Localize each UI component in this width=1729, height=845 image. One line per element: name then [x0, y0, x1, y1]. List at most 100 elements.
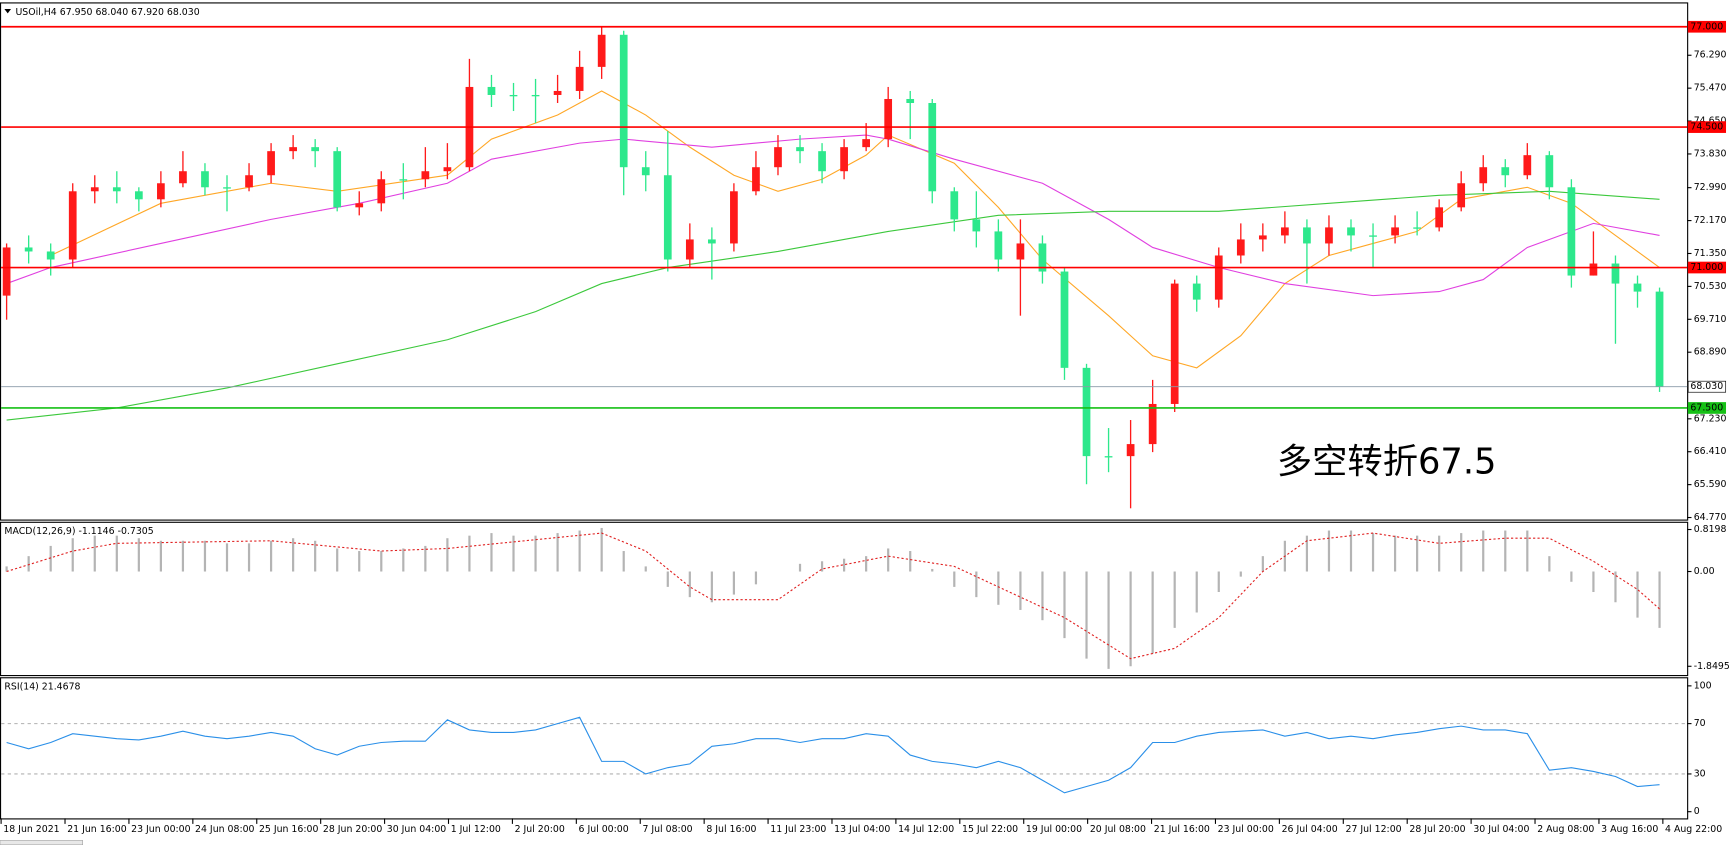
candle-body: [1523, 155, 1532, 176]
candle-body: [311, 147, 320, 152]
y-tick-label: 70: [1694, 718, 1706, 729]
x-tick-label: 28 Jul 20:00: [1409, 824, 1465, 835]
candle-body: [553, 90, 562, 95]
x-tick-label: 23 Jun 00:00: [131, 824, 191, 835]
candle-body: [1545, 155, 1554, 188]
x-tick-label: 1 Jul 12:00: [451, 824, 501, 835]
x-tick-label: 26 Jul 04:00: [1282, 824, 1338, 835]
y-tick-label: 67.230: [1694, 413, 1727, 424]
candle-body: [994, 231, 1003, 260]
y-tick-label: -1.8495: [1694, 661, 1729, 672]
main-panel-frame: [0, 2, 1689, 521]
x-tick-label: 24 Jun 08:00: [195, 824, 255, 835]
candle-body: [1435, 207, 1444, 228]
candle-body: [201, 171, 209, 188]
candle-body: [950, 191, 959, 220]
candle-body: [1060, 271, 1069, 368]
x-tick-label: 25 Jun 16:00: [259, 824, 319, 835]
candle-body: [289, 147, 297, 152]
x-tick-label: 27 Jul 12:00: [1345, 824, 1401, 835]
y-tick-label: 70.530: [1694, 281, 1727, 292]
rsi-line: [6, 716, 1660, 794]
candle-body: [1038, 243, 1047, 272]
level-box: [1687, 261, 1727, 274]
candle-body: [157, 183, 165, 200]
candle-body: [752, 167, 760, 192]
y-tick-label: 0: [1694, 806, 1700, 817]
level-box: [1687, 402, 1727, 414]
level-box: [1687, 380, 1727, 393]
candle-body: [1170, 283, 1179, 404]
signal-line: [6, 532, 1660, 660]
y-tick-label: 65.590: [1694, 479, 1727, 490]
x-tick-label: 8 Jul 16:00: [706, 824, 756, 835]
candle-body: [1104, 456, 1113, 458]
y-tick-label: 76.290: [1694, 50, 1727, 61]
candle-body: [223, 187, 231, 189]
x-tick-label: 14 Jul 12:00: [898, 824, 954, 835]
candle-body: [730, 191, 738, 244]
candle-body: [90, 187, 99, 192]
candle-body: [884, 98, 893, 140]
level-box: [1687, 20, 1727, 33]
candle-body: [509, 94, 518, 97]
candle-body: [355, 203, 364, 208]
x-tick-label: 30 Jun 04:00: [387, 824, 447, 835]
candle-body: [1281, 227, 1289, 236]
candle-body: [333, 151, 342, 208]
candle-body: [1413, 227, 1421, 229]
candle-body: [2, 247, 11, 296]
y-tick-label: 69.710: [1694, 314, 1727, 325]
candle-body: [1589, 263, 1598, 276]
macd-title: MACD(12,26,9) -1.1146 -0.7305: [4, 526, 153, 537]
candle-body: [1347, 227, 1355, 236]
candle-body: [487, 86, 496, 95]
candle-body: [1016, 243, 1025, 260]
candle-body: [1236, 239, 1245, 256]
candle-body: [1303, 227, 1311, 244]
x-tick-label: 13 Jul 04:00: [834, 824, 890, 835]
candle-body: [134, 191, 143, 200]
candle-body: [862, 139, 870, 148]
candle-body: [928, 103, 937, 192]
candle-body: [597, 34, 606, 67]
level-label: 67.500: [1690, 402, 1723, 413]
candle-body: [906, 98, 915, 104]
y-tick-label: 74.650: [1694, 116, 1727, 127]
candle-body: [267, 151, 275, 176]
candle-body: [1126, 444, 1135, 457]
menu-triangle[interactable]: [4, 8, 12, 14]
candle-body: [1633, 283, 1642, 292]
y-tick-label: 64.770: [1694, 512, 1727, 523]
candle-body: [377, 179, 386, 204]
candle-body: [46, 251, 55, 260]
y-tick-label: 0.00: [1694, 566, 1715, 577]
candle-body: [818, 151, 826, 172]
candle-body: [112, 187, 121, 192]
y-tick-label: 73.830: [1694, 148, 1727, 159]
level-box: [1687, 121, 1727, 133]
candle-body: [663, 175, 672, 260]
candle-body: [685, 239, 694, 260]
rsi-title: RSI(14) 21.4678: [4, 682, 80, 693]
x-tick-label: 23 Jul 00:00: [1218, 824, 1274, 835]
candle-body: [840, 147, 848, 172]
level-label: 71.000: [1690, 262, 1723, 273]
candle-body: [1192, 283, 1201, 300]
x-tick-label: 28 Jun 20:00: [323, 824, 383, 835]
candle-body: [1148, 403, 1157, 445]
candle-body: [1457, 183, 1466, 208]
candle-body: [1325, 227, 1333, 244]
y-tick-label: 0.8198: [1694, 524, 1727, 535]
x-tick-label: 19 Jul 00:00: [1026, 824, 1082, 835]
main-title: USOil,H4 67.950 68.040 67.920 68.030: [15, 7, 199, 18]
candle-body: [68, 191, 77, 260]
y-tick-label: 72.170: [1694, 215, 1727, 226]
candle-body: [708, 239, 716, 244]
x-tick-label: 6 Jul 00:00: [579, 824, 629, 835]
candle-body: [399, 179, 408, 181]
tab[interactable]: [0, 840, 83, 845]
x-tick-label: 18 Jun 2021: [3, 824, 59, 835]
moving-average: [6, 190, 1660, 421]
